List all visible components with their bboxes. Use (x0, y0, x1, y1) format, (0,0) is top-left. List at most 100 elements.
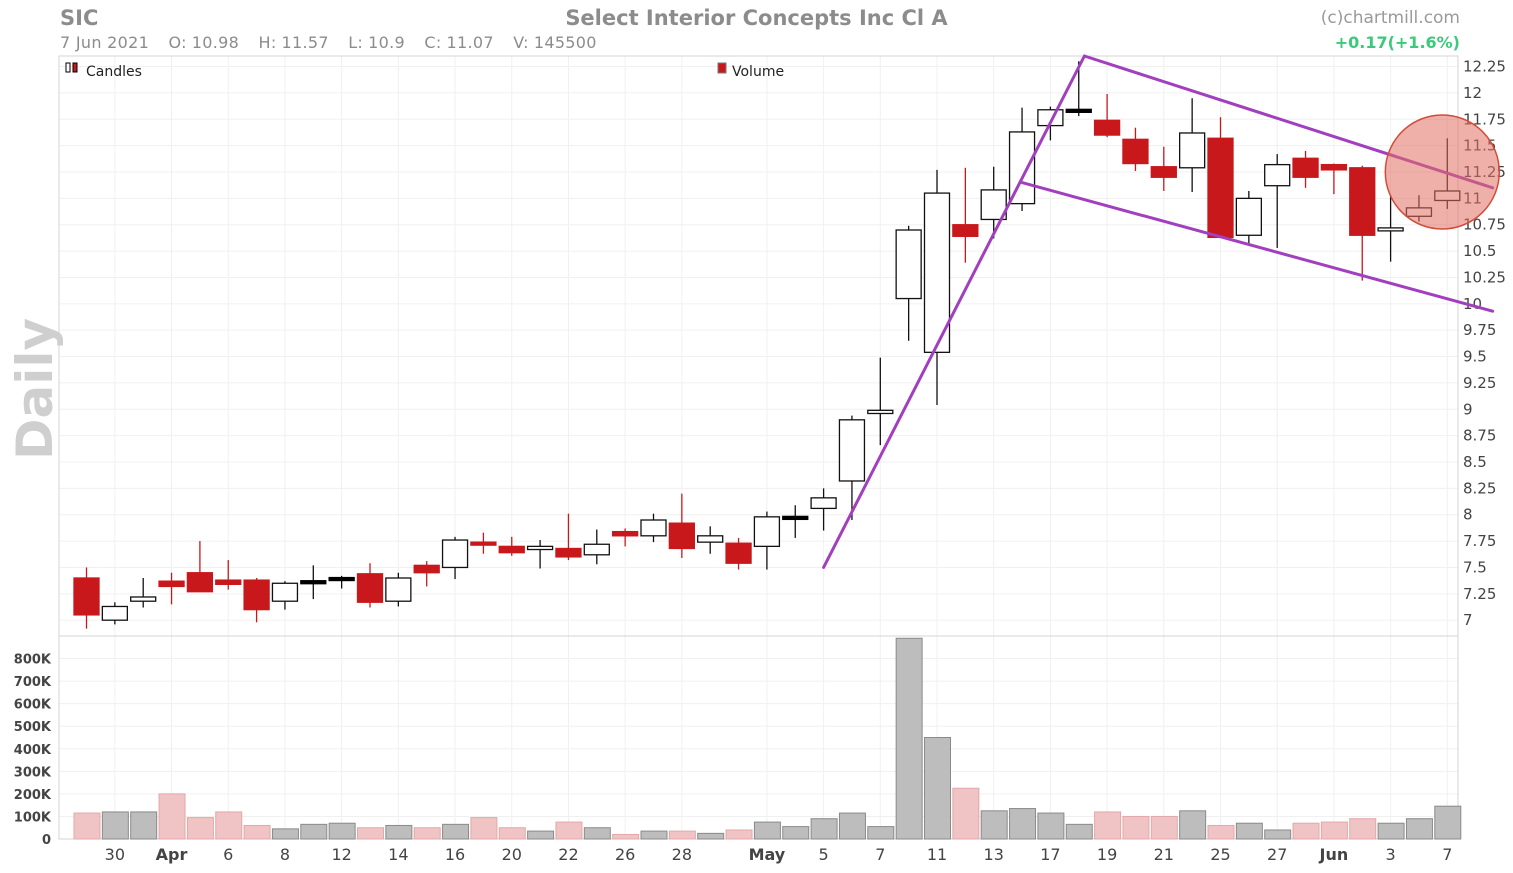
candle-body (1179, 132, 1206, 169)
candle (498, 536, 525, 556)
candle-body (1377, 227, 1404, 232)
volume-bar (158, 793, 186, 840)
candle (952, 167, 979, 263)
candle (1179, 98, 1206, 193)
candle-body (158, 580, 185, 588)
candle (810, 488, 837, 531)
open-number: 10.98 (191, 33, 240, 52)
price-tick-label: 7.5 (1463, 558, 1487, 576)
candle (1122, 127, 1149, 171)
time-tick-label: 22 (558, 845, 578, 864)
candle (753, 511, 781, 570)
candle (980, 166, 1007, 239)
candle (526, 540, 554, 569)
chartmill-credit[interactable]: (c)chartmill.com (1320, 8, 1460, 28)
candle-body (952, 224, 979, 237)
legend-candles[interactable]: Candles (65, 62, 142, 80)
time-tick-label: 3 (1386, 845, 1396, 864)
time-tick-label: 5 (819, 845, 829, 864)
candle (782, 505, 809, 538)
volume-tick-label: 500K (14, 720, 52, 735)
candle (1320, 163, 1348, 195)
volume-bar (697, 832, 725, 840)
low-value: L: 10.9 (348, 33, 405, 52)
time-tick-label: 6 (223, 845, 233, 864)
candle (697, 526, 724, 554)
volume-bar (838, 812, 866, 840)
volume-bar (583, 827, 611, 840)
candle-body (385, 577, 412, 602)
candle-body (470, 541, 497, 546)
candle (101, 602, 128, 625)
price-tick-label: 9.25 (1463, 374, 1496, 392)
volume-bar (1235, 822, 1263, 840)
time-tick-label: 14 (388, 845, 408, 864)
legend-volume[interactable]: Volume (717, 62, 784, 80)
price-tick-label: 7 (1463, 611, 1473, 629)
candle (328, 575, 355, 589)
candle (300, 565, 327, 600)
candle (612, 528, 639, 547)
time-tick-label: 7 (1442, 845, 1452, 864)
price-tick-label: 7.25 (1463, 585, 1496, 603)
volume-number: 145500 (533, 33, 597, 52)
ohlc-info: 7 Jun 2021 O: 10.98 H: 11.57 L: 10.9 C: 11.0… (60, 33, 611, 52)
price-tick-label: 9.5 (1463, 348, 1487, 366)
grid-lines (59, 56, 1458, 840)
open-value: O: 10.98 (168, 33, 239, 52)
price-tick-label: 9.75 (1463, 321, 1496, 339)
candles-legend-icon (65, 62, 78, 73)
candle-body (1349, 167, 1376, 236)
high-label: H: (258, 33, 277, 52)
volume-bar (895, 637, 923, 840)
volume-bar (1349, 818, 1377, 840)
price-tick-label: 10.25 (1463, 268, 1506, 286)
volume-bar (300, 823, 328, 840)
volume-bar (130, 811, 158, 840)
volume-bar (442, 823, 470, 840)
volume-bar (1405, 818, 1433, 840)
candle (1264, 154, 1291, 248)
time-tick-label: 25 (1210, 845, 1230, 864)
candle (385, 572, 412, 607)
candle-body (555, 547, 582, 558)
candle-body (1320, 163, 1348, 171)
candle (640, 513, 667, 543)
low-number: 10.9 (368, 33, 405, 52)
time-tick-label: Apr (156, 845, 188, 864)
time-axis: 30 Apr 6 8 12 14 16 20 22 26 28 May 5 7 11 13 17 19 21 25 27… (105, 845, 1453, 864)
volume-bar (1292, 822, 1320, 840)
time-tick-label: 12 (331, 845, 351, 864)
candle-body (101, 605, 128, 621)
candle (668, 493, 695, 558)
volume-tick-label: 200K (14, 788, 52, 803)
time-tick-label: 20 (502, 845, 522, 864)
volume-bar (215, 811, 243, 840)
time-tick-label: 26 (615, 845, 635, 864)
volume-bar (385, 824, 413, 840)
volume-bar (555, 821, 583, 840)
volume-tick-label: 600K (14, 698, 52, 713)
volume-bar (527, 830, 555, 840)
candle (1349, 165, 1376, 281)
time-tick-label: 27 (1267, 845, 1287, 864)
candle (1377, 195, 1404, 262)
close-label: C: (424, 33, 442, 52)
candle (158, 572, 185, 605)
volume-tick-label: 400K (14, 743, 52, 758)
candle-body (413, 564, 440, 574)
volume-bar (470, 817, 498, 840)
price-change: +0.17(+1.6%) (1334, 33, 1460, 52)
candle-body (1264, 163, 1291, 187)
highlight (1384, 114, 1501, 230)
volume-bar (1264, 829, 1292, 840)
quote-date: 7 Jun 2021 (60, 33, 150, 52)
candle (1292, 150, 1319, 188)
volume-tick-label: 100K (14, 810, 52, 825)
candle-body (725, 542, 752, 564)
volume-legend-icon (717, 62, 727, 74)
candle-body (243, 579, 270, 611)
candle-body (668, 522, 695, 550)
candle (1093, 93, 1121, 138)
volume-bar (1122, 815, 1150, 840)
